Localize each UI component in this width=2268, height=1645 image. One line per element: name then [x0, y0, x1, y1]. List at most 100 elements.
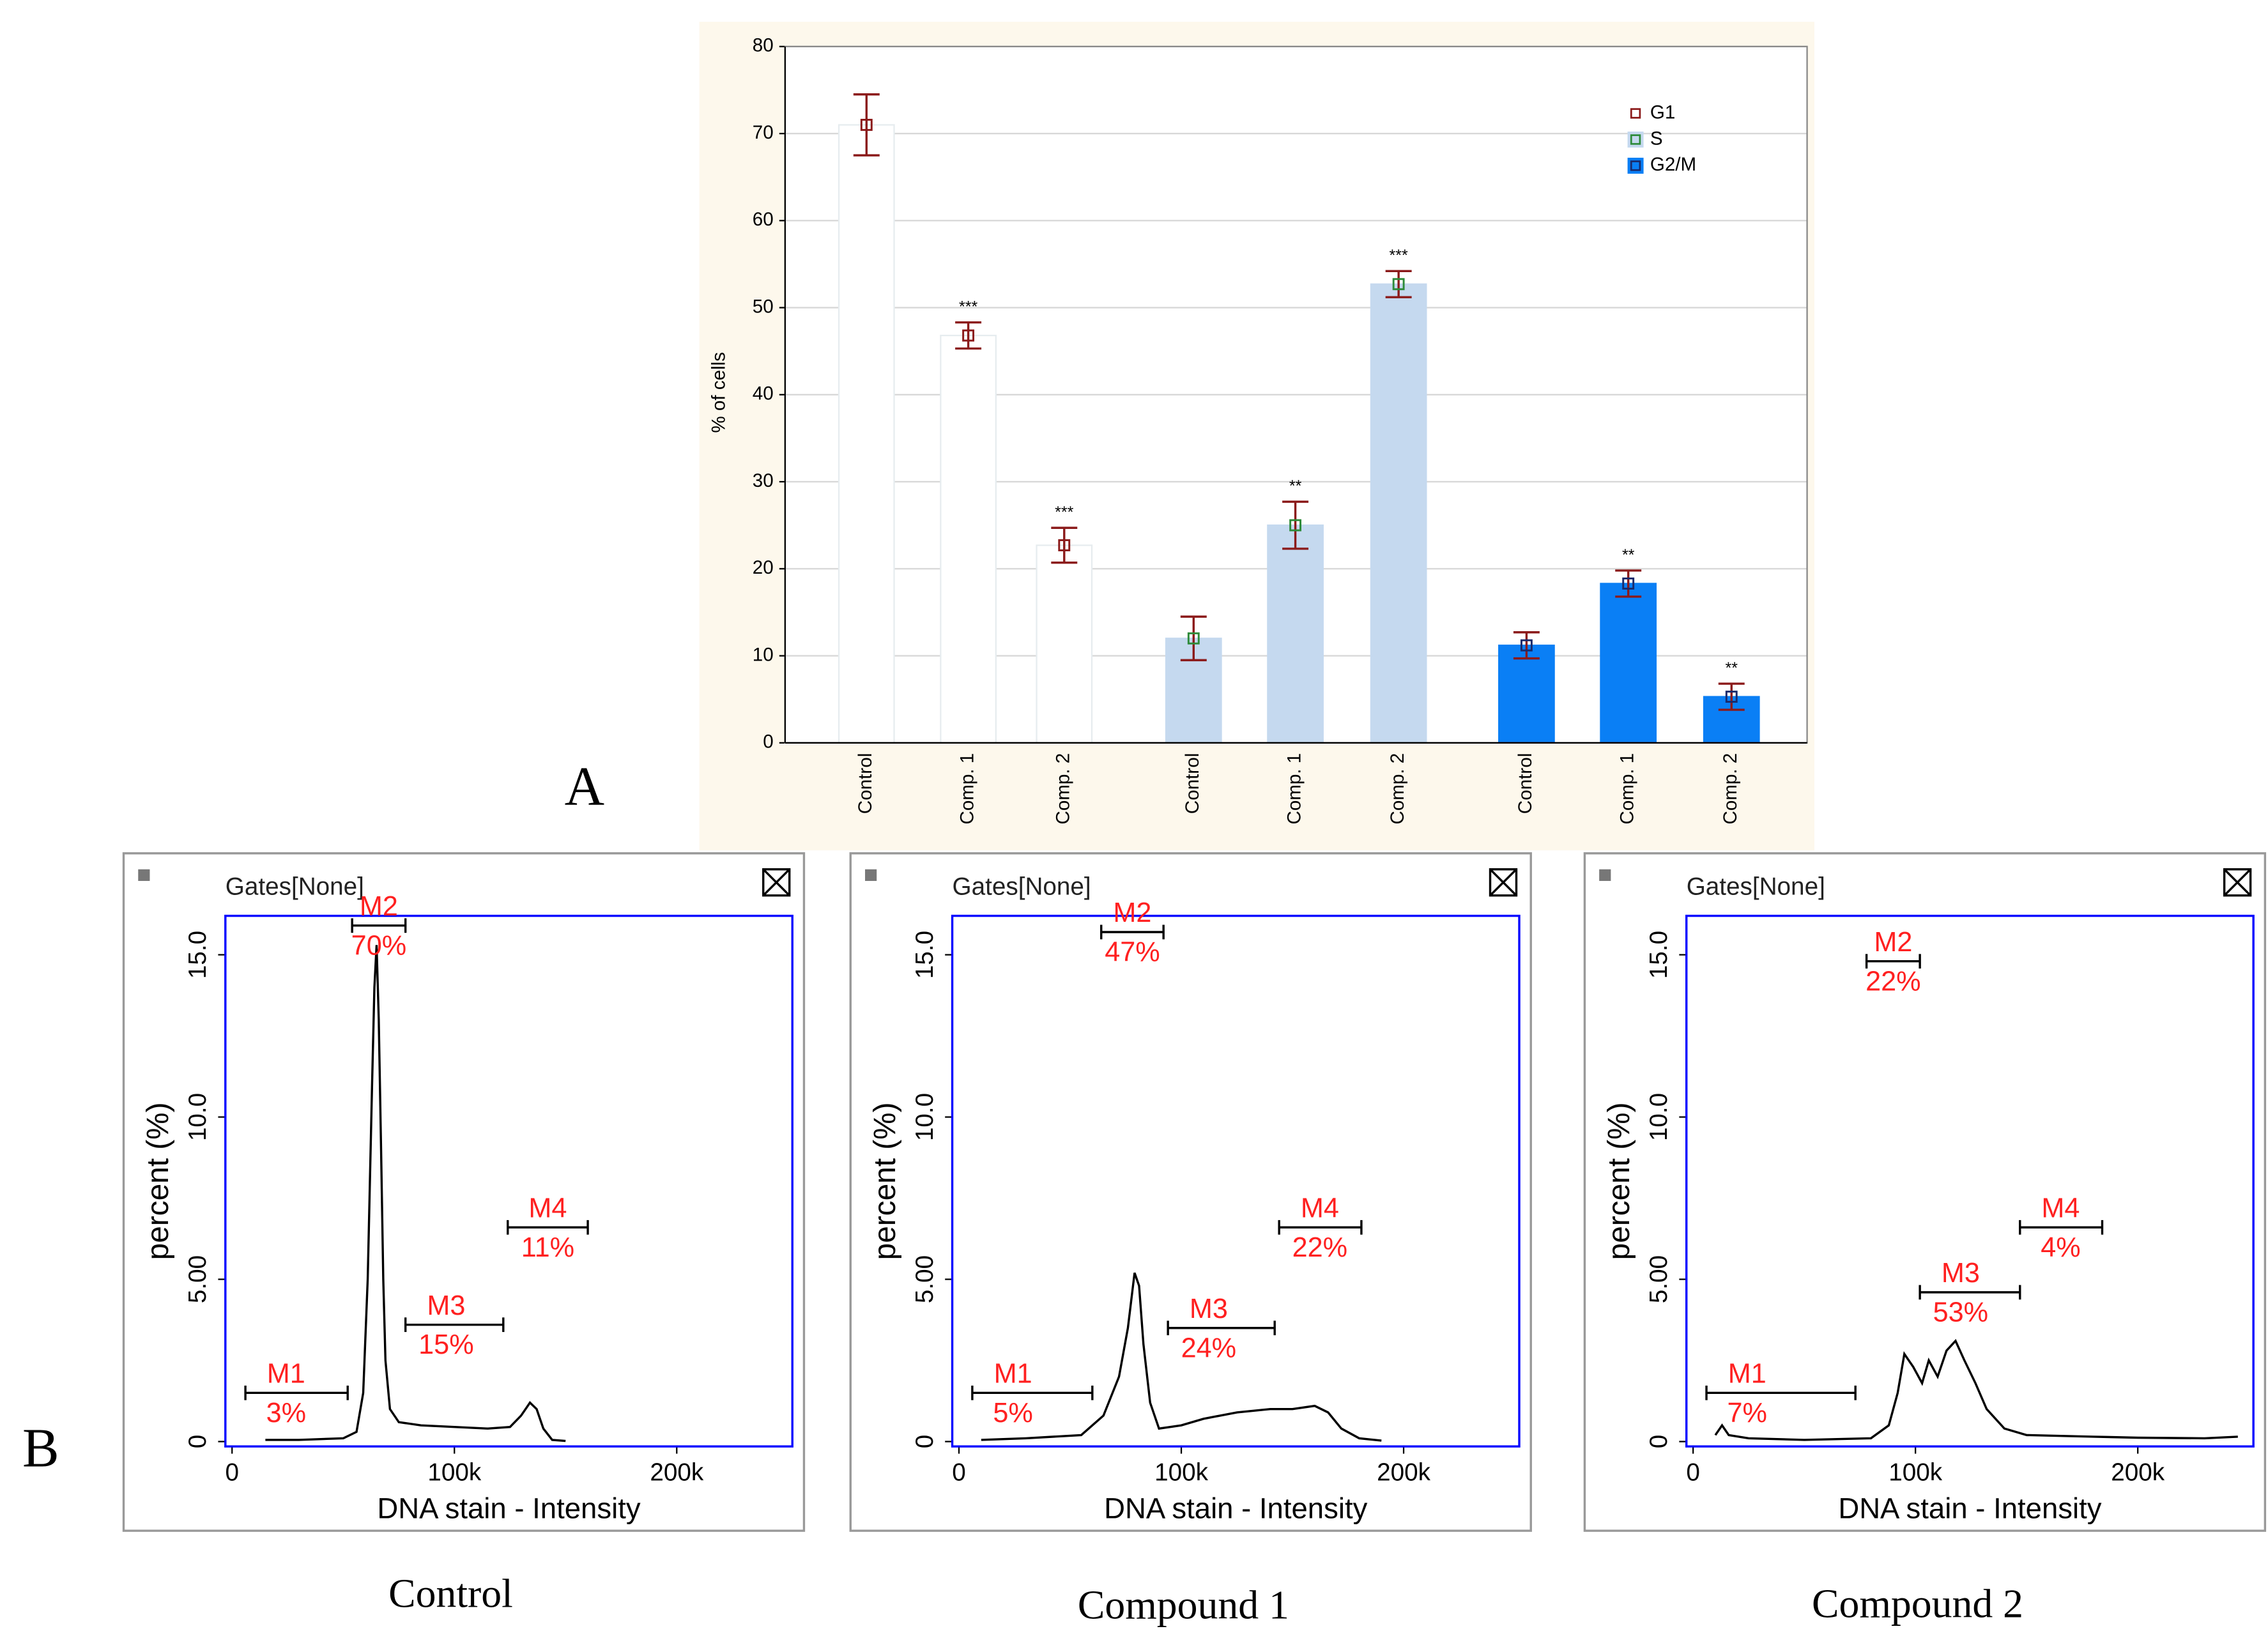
- error-bar: [1615, 569, 1642, 598]
- y-tick-label: 0: [763, 731, 773, 753]
- close-cross: [762, 868, 790, 896]
- marker-gate: [507, 1220, 589, 1235]
- marker-gate: [1919, 1285, 2021, 1300]
- marker-percent: 47%: [1105, 937, 1160, 968]
- histogram-line: [981, 1272, 1382, 1442]
- y-tick-label: 30: [753, 470, 774, 491]
- marker-gate: [1278, 1220, 1363, 1235]
- marker-gate: [244, 1385, 349, 1400]
- y-tick-label: 15.0: [184, 931, 211, 979]
- x-tick-label: 100k: [427, 1459, 482, 1487]
- y-axis-title: % of cells: [708, 352, 729, 433]
- close-box: [1489, 868, 1518, 897]
- marker-percent: 3%: [266, 1398, 306, 1428]
- legend-marker: [1630, 108, 1641, 119]
- histogram-line: [1714, 1338, 2238, 1441]
- panel-frame: [1583, 852, 2267, 1532]
- x-tick-label: Comp. 1: [956, 753, 977, 825]
- error-bar: [853, 93, 880, 157]
- significance-label: **: [1622, 546, 1635, 564]
- error-bar: [1180, 615, 1207, 662]
- y-tick-label: 10.0: [184, 1093, 211, 1141]
- y-tick-label: 15.0: [1645, 931, 1673, 979]
- y-tick-label: 80: [753, 35, 774, 56]
- marker-gate: [1865, 954, 1921, 969]
- x-axis-title: DNA stain - Intensity: [1104, 1492, 1367, 1524]
- y-tick-label: 5.00: [184, 1255, 211, 1303]
- panel-frame: [849, 852, 1532, 1532]
- marker-percent: 24%: [1181, 1333, 1237, 1363]
- close-cross: [1489, 868, 1517, 896]
- panel-label: B: [22, 1417, 59, 1478]
- marker-name: M4: [1301, 1193, 1339, 1223]
- significance-label: ***: [1055, 503, 1073, 521]
- marker-name: M1: [994, 1358, 1032, 1389]
- y-tick-label: 5.00: [911, 1255, 939, 1303]
- marker-gate: [1705, 1385, 1857, 1400]
- plot-frame: [1685, 914, 2255, 1448]
- marker-name: M2: [1874, 927, 1912, 958]
- x-axis-title: DNA stain - Intensity: [1838, 1492, 2101, 1524]
- error-bar: [1385, 270, 1412, 298]
- x-tick-label: 100k: [1154, 1459, 1209, 1487]
- x-tick-label: Comp. 2: [1387, 753, 1408, 825]
- legend-label: G2/M: [1650, 154, 1696, 175]
- significance-label: ***: [959, 298, 977, 316]
- marker-gate: [351, 918, 407, 933]
- error-bar: [1718, 682, 1745, 711]
- close-icon: [2223, 868, 2252, 897]
- marker-gate: [971, 1385, 1094, 1400]
- marker-name: M4: [528, 1193, 567, 1223]
- marker-percent: 22%: [1866, 966, 1921, 997]
- panel-icon: [865, 869, 877, 881]
- point-marker: [1058, 539, 1071, 551]
- y-axis-title: percent (%): [1602, 1102, 1636, 1260]
- y-tick-label: 0: [1645, 1435, 1673, 1449]
- marker-percent: 4%: [2041, 1232, 2080, 1263]
- point-marker: [962, 329, 975, 342]
- legend-marker: [1630, 134, 1641, 145]
- marker-gate: [1100, 924, 1165, 940]
- error-bar: [955, 321, 982, 350]
- error-bar: [1051, 526, 1078, 564]
- close-box: [762, 868, 791, 897]
- close-box: [2223, 868, 2252, 897]
- marker-name: M3: [427, 1290, 465, 1321]
- point-marker: [1622, 578, 1635, 590]
- point-marker: [860, 118, 873, 131]
- marker-gate: [1167, 1320, 1276, 1336]
- point-marker: [1725, 691, 1738, 703]
- x-axis-title: DNA stain - Intensity: [377, 1492, 640, 1524]
- bar: [1370, 283, 1427, 744]
- panel-icon: [1599, 869, 1611, 881]
- x-tick-label: Control: [1182, 753, 1203, 814]
- marker-gate: [2019, 1220, 2104, 1235]
- legend-label: S: [1650, 128, 1663, 149]
- marker-name: M1: [267, 1358, 305, 1389]
- marker-percent: 70%: [351, 930, 407, 961]
- marker-gate: [404, 1317, 505, 1333]
- error-bar: [1282, 500, 1309, 550]
- marker-percent: 53%: [1933, 1297, 1989, 1327]
- error-bar: [1513, 631, 1540, 660]
- x-tick-label: 200k: [2111, 1459, 2165, 1487]
- x-tick-label: 0: [225, 1459, 239, 1487]
- y-axis-title: percent (%): [868, 1102, 902, 1260]
- x-tick-label: 200k: [650, 1459, 704, 1487]
- gate-label: Gates[None]: [226, 873, 364, 901]
- significance-label: ***: [1390, 247, 1408, 264]
- marker-percent: 11%: [521, 1232, 574, 1263]
- gate-label: Gates[None]: [953, 873, 1091, 901]
- marker-percent: 7%: [1728, 1398, 1767, 1428]
- y-tick-label: 10.0: [1645, 1093, 1673, 1141]
- bar: [1036, 544, 1093, 744]
- bar: [1600, 583, 1657, 744]
- significance-label: **: [1726, 659, 1738, 677]
- x-tick-label: Control: [855, 753, 876, 814]
- y-tick-label: 20: [753, 557, 774, 578]
- x-tick-label: 100k: [1889, 1459, 1943, 1487]
- panel-title: Compound 2: [1812, 1580, 2023, 1626]
- marker-name: M2: [360, 891, 398, 922]
- marker-name: M4: [2041, 1193, 2080, 1223]
- y-tick-label: 70: [753, 122, 774, 143]
